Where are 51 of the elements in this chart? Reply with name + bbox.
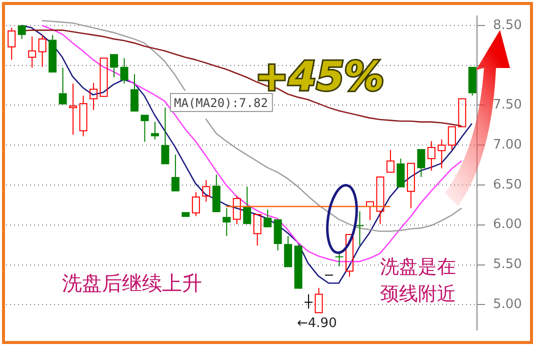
candlestick <box>58 67 67 104</box>
candlestick <box>171 154 180 192</box>
candlestick <box>222 208 231 237</box>
y-tick-label: 6.00 <box>493 217 522 232</box>
candlestick <box>212 174 220 212</box>
y-tick-label: 7.00 <box>493 137 522 152</box>
candlestick <box>28 36 36 68</box>
candlestick <box>202 180 210 202</box>
candlestick <box>274 219 282 251</box>
annotation: ←4.90 <box>297 316 337 331</box>
candlestick <box>284 236 292 268</box>
y-tick-label: 7.50 <box>493 98 522 113</box>
candlestick <box>366 201 374 221</box>
candlestick <box>69 83 78 136</box>
candlestick <box>120 58 128 84</box>
candlestick <box>438 138 446 169</box>
candlestick <box>304 294 314 310</box>
candlestick <box>376 176 384 225</box>
candlestick <box>448 126 456 150</box>
candlestick <box>264 209 272 228</box>
candlestick <box>253 214 262 246</box>
candlestick <box>130 74 138 112</box>
candlestick <box>386 149 394 173</box>
candlestick <box>346 234 354 278</box>
y-tick-label: 5.50 <box>493 257 522 272</box>
annotation: 洗盘是在 <box>380 256 456 278</box>
candlestick <box>334 252 344 267</box>
candlestick <box>8 27 16 60</box>
candlestick <box>427 140 436 172</box>
candlestick <box>90 82 98 110</box>
annotation: 洗盘后继续上升 <box>62 271 202 295</box>
y-tick-label: 8.50 <box>493 18 522 33</box>
candlestick <box>243 186 252 224</box>
annotation: MA(MA20):7.82 <box>174 96 268 110</box>
candlestick <box>79 95 88 137</box>
candlestick <box>468 66 476 96</box>
candlestick <box>150 121 159 140</box>
candlestick <box>110 54 118 78</box>
y-tick-label: 6.50 <box>493 177 522 192</box>
annotation: 颈线附近 <box>380 283 456 305</box>
candlestick <box>406 162 415 209</box>
candlestick <box>38 34 46 68</box>
candlestick <box>161 107 170 164</box>
candlestick <box>48 34 57 72</box>
candlestick <box>355 210 364 246</box>
candlestick <box>396 158 405 188</box>
candlestick <box>140 114 149 142</box>
candlestick <box>417 149 426 178</box>
candlestick <box>314 287 323 314</box>
y-tick-label: 5.00 <box>493 297 522 312</box>
candlestick <box>18 25 26 40</box>
